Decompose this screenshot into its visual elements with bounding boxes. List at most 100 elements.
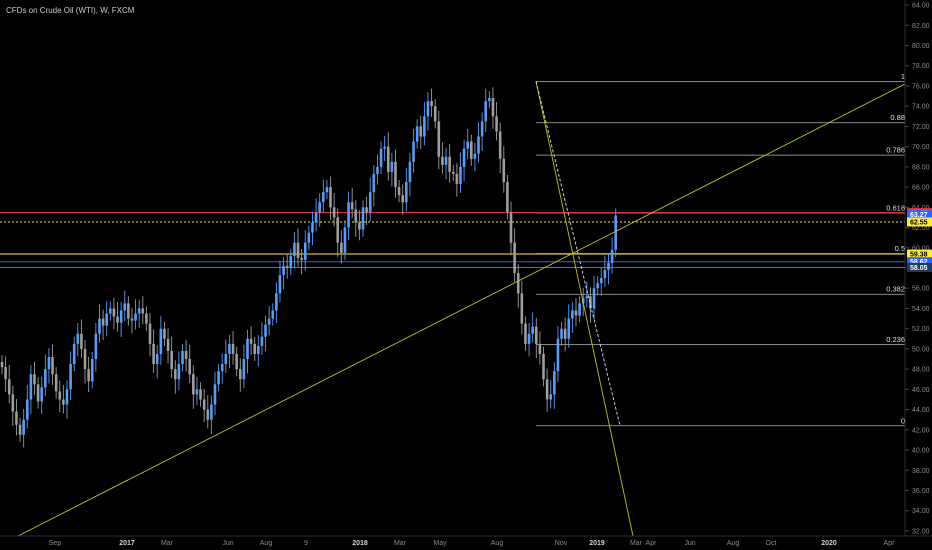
fib-level-label: 0.236 — [886, 335, 905, 344]
candle-body — [15, 411, 18, 425]
candle-body — [441, 156, 444, 165]
candle-body — [141, 308, 145, 314]
candle-body — [40, 387, 44, 402]
candle-body — [509, 212, 513, 243]
price-badge-label: 58.62 — [910, 259, 928, 266]
candle-body — [246, 338, 249, 360]
candle-body — [264, 324, 267, 337]
candle-body — [567, 318, 571, 339]
horizontal-price-lines[interactable] — [0, 212, 905, 268]
price-tick-label: 52.00 — [912, 326, 930, 333]
candle-body — [202, 399, 206, 410]
candle-body — [318, 202, 321, 213]
price-tick-label: 72.00 — [912, 124, 930, 131]
candle-body — [513, 242, 516, 274]
candle-body — [98, 318, 101, 334]
candle-body — [101, 318, 105, 326]
price-tick-label: 46.00 — [912, 387, 930, 394]
candle-body — [372, 173, 376, 193]
descending-trendline — [535, 81, 634, 537]
candle-body — [155, 353, 159, 365]
candle-body — [314, 212, 318, 223]
price-tick-label: 84.00 — [912, 3, 930, 10]
price-tick-label: 78.00 — [912, 63, 930, 70]
candle-body — [607, 262, 610, 271]
time-tick-label: May — [433, 540, 447, 547]
time-tick-label: Mar — [161, 540, 174, 547]
candle-body — [217, 371, 220, 385]
candle-body — [54, 374, 58, 392]
candle-body — [415, 126, 419, 142]
candle-body — [36, 384, 40, 402]
candle-body — [444, 156, 448, 165]
time-tick-label: Sep — [49, 540, 62, 547]
fib-level-label: 1 — [901, 72, 905, 81]
price-tick-label: 48.00 — [912, 367, 930, 374]
candle-body — [426, 101, 430, 117]
time-tick-label: 2018 — [352, 540, 368, 547]
fib-level-label: 0.5 — [895, 244, 905, 253]
time-tick-label: Nov — [555, 540, 568, 547]
price-tick-label: 40.00 — [912, 448, 930, 455]
candle-body — [282, 265, 285, 276]
candle-body — [33, 374, 36, 385]
candle-body — [58, 391, 62, 400]
time-tick-label: Jun — [684, 540, 695, 547]
candle-body — [527, 333, 531, 344]
candle-body — [137, 308, 141, 314]
candle-body — [275, 293, 278, 311]
candle-body — [361, 207, 365, 230]
candle-body — [520, 293, 524, 324]
price-badge — [907, 249, 932, 259]
fib-level-label: 0 — [901, 416, 905, 425]
candle-body — [401, 195, 405, 203]
time-axis[interactable]: Sep 2017 Mar Jun Aug 9 2018 Mar May Aug Nov 2019 Mar… — [0, 535, 932, 547]
candle-body — [589, 296, 592, 309]
time-tick-label: Aug — [260, 540, 273, 547]
fib-level-label: 0.382 — [886, 285, 905, 294]
fibonacci-retracement[interactable]: 1 0.88 0.786 0.618 0.5 0.382 0.236 0 — [536, 72, 905, 427]
candle-body — [253, 343, 256, 354]
candle-body — [242, 359, 246, 380]
price-tick-label: 74.00 — [912, 104, 930, 111]
candle-body — [22, 419, 25, 435]
price-tick-label: 38.00 — [912, 468, 930, 475]
price-badge — [907, 217, 932, 227]
candle-body — [224, 353, 228, 365]
candle-body — [473, 153, 477, 159]
candle-body — [296, 242, 300, 258]
trendlines[interactable] — [17, 81, 906, 537]
price-tick-label: 66.00 — [912, 185, 930, 192]
candle-body — [278, 275, 282, 294]
fib-level-label: 0.88 — [890, 113, 905, 122]
candle-body — [336, 217, 340, 243]
candle-body — [585, 296, 589, 299]
candle-body — [419, 126, 423, 137]
candle-body — [524, 323, 527, 344]
dashed-trendline — [535, 81, 621, 426]
candle-body — [430, 101, 433, 107]
candle-body — [44, 369, 47, 388]
candle-body — [119, 310, 123, 323]
candle-body — [448, 156, 451, 172]
candle-body — [83, 348, 87, 370]
price-scale[interactable]: 32.00 34.00 36.00 38.00 40.00 42.00 44.00 46.00… — [904, 0, 930, 536]
candle-body — [332, 207, 336, 218]
candle-body — [195, 389, 199, 395]
candle-body — [260, 336, 264, 346]
candle-body — [25, 399, 29, 420]
price-tick-label: 36.00 — [912, 488, 930, 495]
candle-body — [94, 333, 98, 360]
price-tick-label: 62.00 — [912, 225, 930, 232]
candle-body — [112, 308, 116, 317]
price-tick-label: 60.00 — [912, 245, 930, 252]
candle-body — [560, 328, 563, 339]
candle-body — [451, 171, 455, 174]
candle-body — [571, 310, 574, 319]
candle-body — [358, 222, 361, 230]
price-badge-label: 59.38 — [910, 252, 928, 259]
candle-body — [29, 374, 33, 400]
candle-body — [134, 313, 137, 321]
candle-body — [285, 265, 289, 268]
